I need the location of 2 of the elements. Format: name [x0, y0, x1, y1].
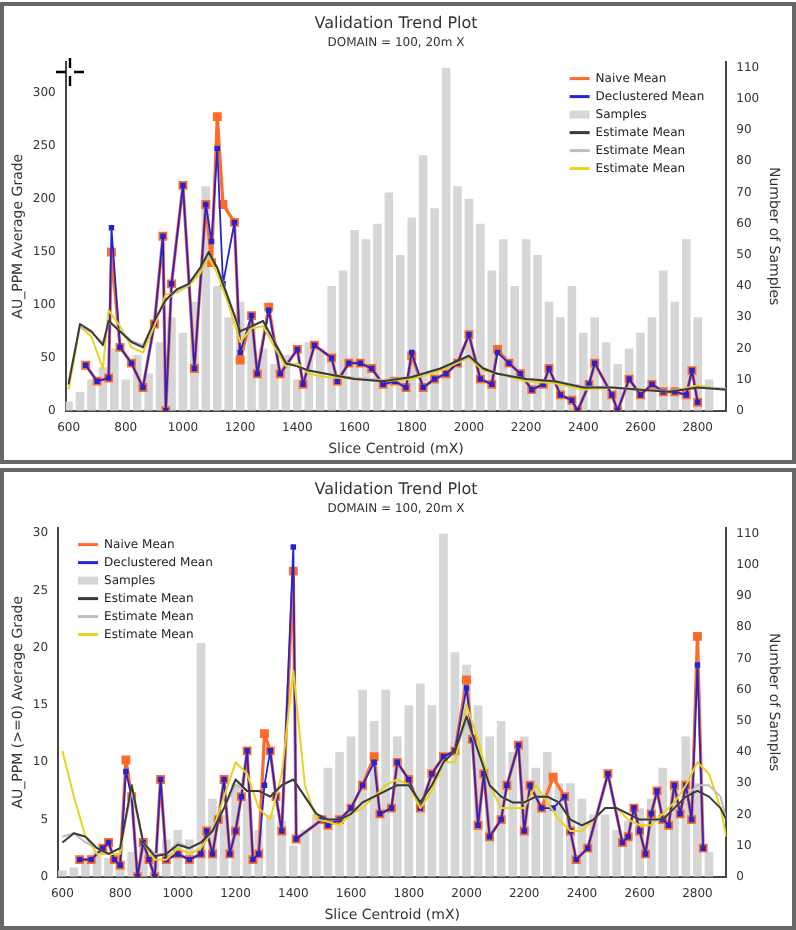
chart-title: Validation Trend Plot [314, 479, 478, 498]
chart-title: Validation Trend Plot [314, 13, 478, 32]
